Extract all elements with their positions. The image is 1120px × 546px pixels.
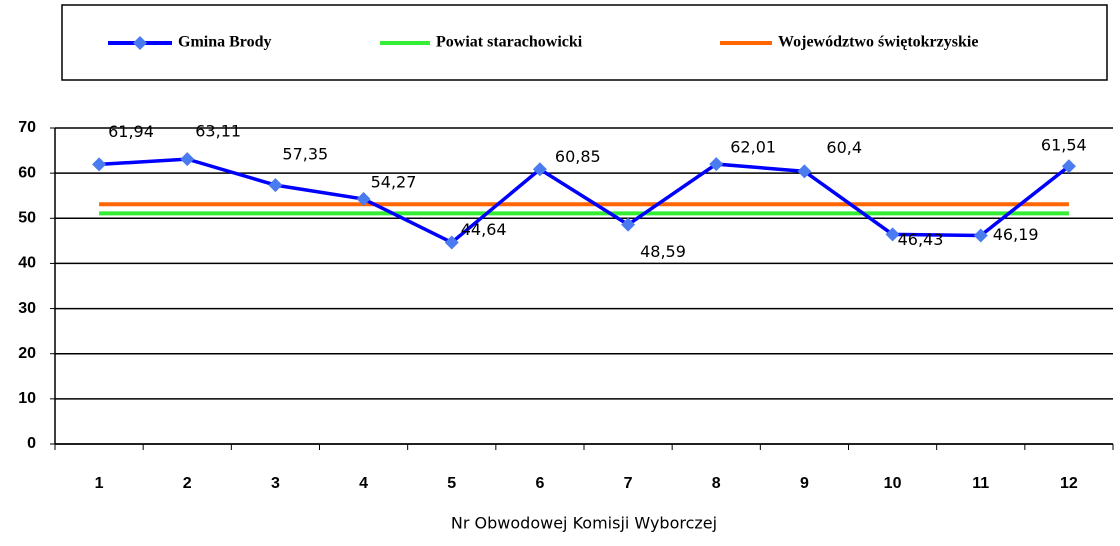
- data-label: 62,01: [730, 138, 776, 157]
- data-marker: [885, 227, 900, 242]
- x-tick-label: 6: [535, 475, 544, 492]
- x-tick-label: 11: [972, 475, 989, 492]
- data-label: 61,94: [108, 122, 154, 141]
- x-tick-label: 3: [271, 475, 280, 492]
- data-label: 48,59: [640, 242, 686, 261]
- data-marker: [180, 152, 195, 167]
- legend-label: Powiat starachowicki: [436, 34, 583, 51]
- data-marker: [92, 157, 107, 172]
- data-marker: [268, 178, 283, 193]
- y-tick-label: 20: [18, 345, 36, 362]
- data-marker: [621, 217, 636, 232]
- legend-marker: [133, 36, 147, 50]
- y-tick-label: 0: [27, 435, 36, 452]
- data-marker: [797, 164, 812, 179]
- y-tick-label: 50: [18, 210, 36, 227]
- x-tick-label: 10: [884, 475, 902, 492]
- x-tick-label: 12: [1060, 475, 1078, 492]
- legend-box: [61, 4, 1108, 81]
- data-label: 46,43: [898, 230, 944, 249]
- data-marker: [709, 157, 724, 172]
- y-tick-label: 30: [18, 300, 36, 317]
- data-label: 57,35: [282, 145, 328, 164]
- data-marker: [444, 235, 459, 250]
- x-tick-label: 8: [712, 475, 721, 492]
- data-marker: [1061, 159, 1076, 174]
- x-tick-label: 9: [800, 475, 809, 492]
- y-tick-label: 40: [18, 255, 36, 272]
- data-label: 54,27: [371, 173, 417, 192]
- series-line: [98, 157, 1071, 245]
- data-marker: [356, 192, 371, 207]
- data-marker: [532, 162, 547, 177]
- data-label: 61,54: [1041, 136, 1087, 155]
- y-tick-label: 60: [18, 164, 36, 181]
- y-tick-label: 70: [18, 119, 36, 136]
- x-tick-label: 5: [447, 475, 456, 492]
- data-label: 46,19: [993, 225, 1039, 244]
- data-marker: [973, 228, 988, 243]
- data-label: 44,64: [461, 220, 507, 239]
- legend-label: Gmina Brody: [178, 34, 272, 51]
- data-label: 60,4: [826, 138, 862, 157]
- legend-label: Województwo świętokrzyskie: [778, 34, 978, 51]
- x-tick-label: 7: [624, 475, 633, 492]
- data-label: 63,11: [195, 122, 241, 141]
- y-tick-label: 10: [18, 390, 36, 407]
- x-tick-label: 2: [183, 475, 192, 492]
- x-axis-label: Nr Obwodowej Komisji Wyborczej: [451, 514, 717, 533]
- x-tick-label: 4: [359, 475, 368, 492]
- data-label: 60,85: [555, 147, 601, 166]
- x-tick-label: 1: [95, 475, 104, 492]
